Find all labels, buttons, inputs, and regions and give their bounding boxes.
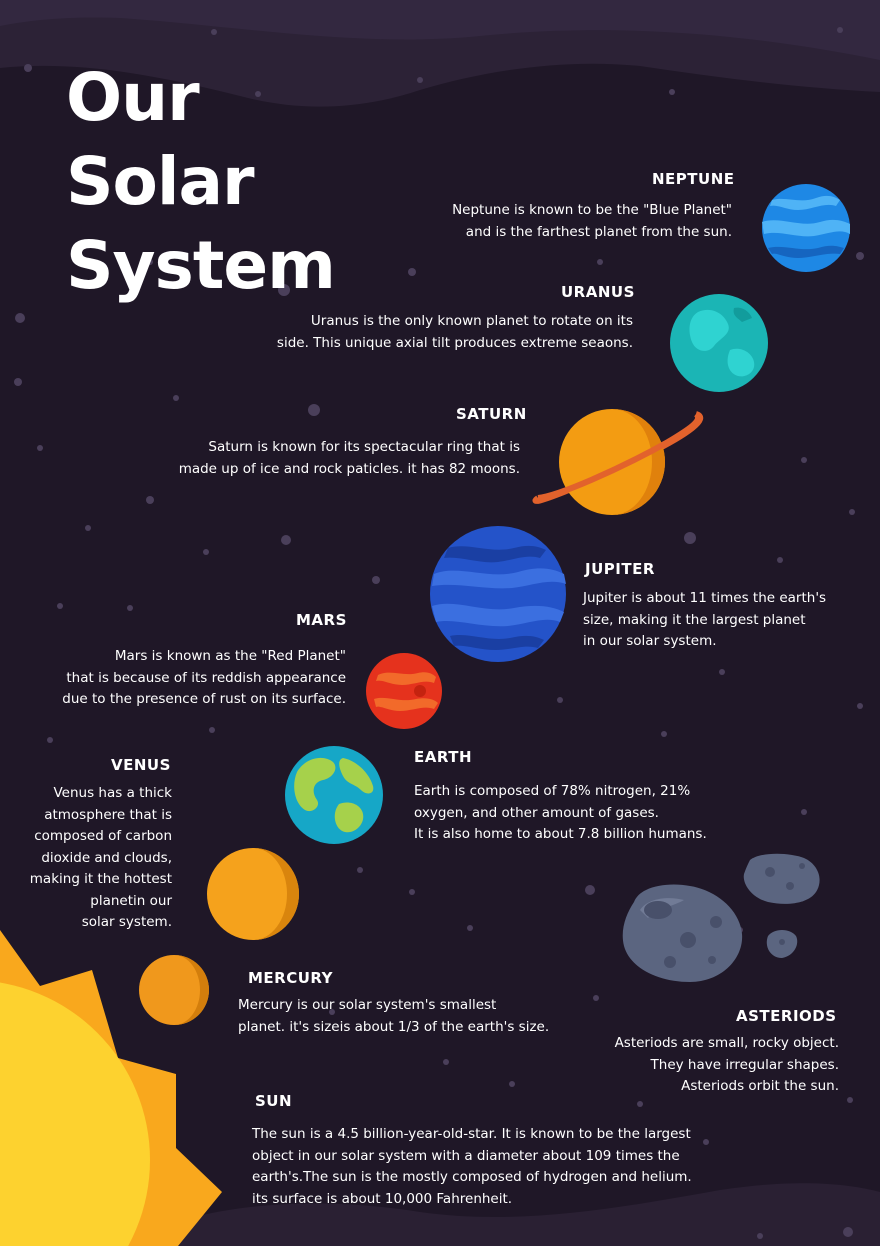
- star-dot: [856, 252, 864, 260]
- mars-heading: MARS: [296, 611, 347, 629]
- star-dot: [146, 496, 154, 504]
- mercury-illustration: [139, 955, 209, 1025]
- star-dot: [597, 259, 603, 265]
- asteroids-illustration: [622, 853, 820, 982]
- asteroids-description: Asteriods are small, rocky object. They …: [614, 1035, 839, 1094]
- jupiter-illustration: [430, 526, 566, 662]
- star-dot: [357, 867, 363, 873]
- star-dot: [719, 669, 725, 675]
- star-dot: [15, 313, 25, 323]
- star-dot: [669, 89, 675, 95]
- star-dot: [417, 77, 423, 83]
- mars-illustration: [366, 653, 442, 729]
- star-dot: [837, 27, 843, 33]
- star-dot: [85, 525, 91, 531]
- sun-illustration: [0, 930, 222, 1246]
- star-dot: [557, 697, 563, 703]
- star-dot: [849, 509, 855, 515]
- saturn-heading: SATURN: [456, 405, 527, 423]
- star-dot: [372, 576, 380, 584]
- uranus-description: Uranus is the only known planet to rotat…: [276, 313, 633, 351]
- mars-description: Mars is known as the "Red Planet" that i…: [62, 648, 346, 707]
- title-line-1: Our: [66, 59, 200, 136]
- star-dot: [684, 532, 696, 544]
- star-dot: [281, 535, 291, 545]
- star-dot: [843, 1227, 853, 1237]
- star-dot: [443, 1059, 449, 1065]
- mercury-description: Mercury is our solar system's smallest p…: [238, 997, 550, 1035]
- earth-description: Earth is composed of 78% nitrogen, 21% o…: [414, 783, 707, 842]
- star-dot: [37, 445, 43, 451]
- star-dot: [329, 1009, 335, 1015]
- star-dot: [585, 885, 595, 895]
- venus-illustration: [207, 848, 299, 940]
- star-dot: [127, 605, 133, 611]
- star-dot: [147, 259, 153, 265]
- venus-description: Venus has a thick atmosphere that is com…: [29, 785, 172, 930]
- uranus-illustration: [670, 294, 768, 392]
- star-dot: [47, 737, 53, 743]
- sun-description: The sun is a 4.5 billion-year-old-star. …: [252, 1126, 692, 1207]
- star-dot: [211, 29, 217, 35]
- mercury-heading: MERCURY: [248, 969, 334, 987]
- star-dot: [777, 557, 783, 563]
- star-dot: [209, 727, 215, 733]
- star-dot: [703, 1139, 709, 1145]
- star-dot: [637, 1101, 643, 1107]
- jupiter-heading: JUPITER: [585, 560, 655, 578]
- jupiter-description: Jupiter is about 11 times the earth's si…: [583, 590, 827, 649]
- title-line-3: System: [66, 227, 336, 304]
- star-dot: [57, 603, 63, 609]
- star-dot: [173, 395, 179, 401]
- star-dot: [857, 703, 863, 709]
- earth-illustration: [285, 746, 383, 844]
- star-dot: [24, 64, 32, 72]
- star-dot: [308, 404, 320, 416]
- star-dot: [203, 549, 209, 555]
- star-dot: [467, 925, 473, 931]
- star-dot: [255, 91, 261, 97]
- star-dot: [408, 268, 416, 276]
- neptune-heading: NEPTUNE: [652, 170, 735, 188]
- star-dot: [661, 731, 667, 737]
- saturn-illustration: [532, 409, 704, 515]
- star-dot: [801, 809, 807, 815]
- sun-heading: SUN: [255, 1092, 293, 1110]
- venus-heading: VENUS: [111, 756, 171, 774]
- star-dot: [278, 284, 290, 296]
- uranus-heading: URANUS: [561, 283, 635, 301]
- star-dot: [801, 457, 807, 463]
- neptune-illustration: [762, 184, 850, 272]
- saturn-description: Saturn is known for its spectacular ring…: [178, 439, 520, 477]
- title-line-2: Solar: [66, 143, 255, 220]
- star-dot: [409, 889, 415, 895]
- star-dot: [509, 1081, 515, 1087]
- star-dot: [14, 378, 22, 386]
- neptune-description: Neptune is known to be the "Blue Planet"…: [452, 202, 732, 240]
- star-dot: [757, 1233, 763, 1239]
- asteroids-heading: ASTERIODS: [736, 1007, 837, 1025]
- star-dot: [593, 995, 599, 1001]
- star-dot: [847, 1097, 853, 1103]
- earth-heading: EARTH: [414, 748, 473, 766]
- page-title: Our Solar System: [66, 56, 336, 308]
